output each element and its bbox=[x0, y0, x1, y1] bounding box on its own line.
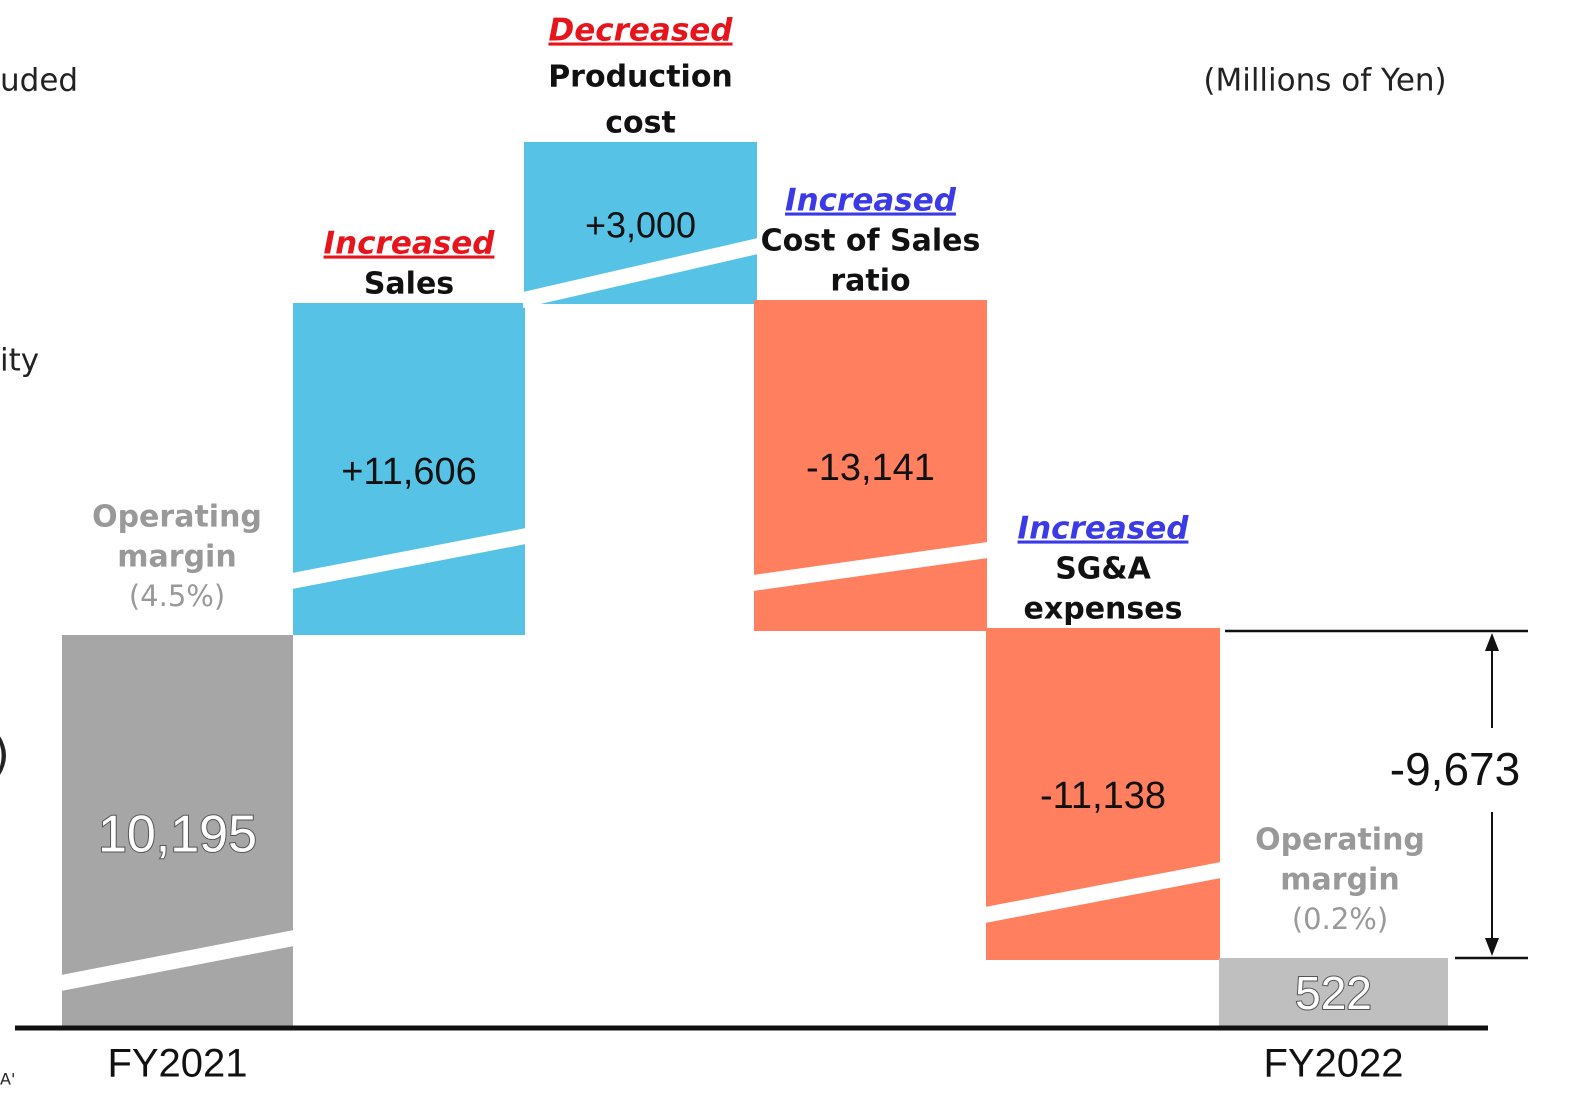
axis-break bbox=[753, 542, 988, 591]
side-text: ) bbox=[0, 728, 10, 782]
margin-rate: (4.5%) bbox=[129, 579, 225, 613]
x-tick-label: FY2021 bbox=[107, 1042, 247, 1086]
step-label: cost bbox=[605, 106, 676, 141]
value-label: +3,000 bbox=[585, 205, 696, 246]
side-text: uded bbox=[0, 63, 78, 99]
step-tag: Increased bbox=[785, 183, 957, 219]
value-label: -11,138 bbox=[1040, 775, 1166, 817]
axis-break bbox=[523, 238, 758, 308]
step-tag: Increased bbox=[324, 226, 496, 262]
step-tag: Decreased bbox=[548, 13, 733, 49]
axis-break bbox=[292, 528, 526, 589]
step-label: Cost of Sales bbox=[761, 224, 981, 259]
margin-rate: (0.2%) bbox=[1292, 902, 1388, 936]
side-text: ity bbox=[0, 343, 39, 379]
unit-label: (Millions of Yen) bbox=[1203, 63, 1446, 99]
arrow-head bbox=[1485, 938, 1499, 956]
step-label: Production bbox=[548, 60, 733, 95]
value-label: -13,141 bbox=[806, 447, 935, 489]
side-text: A' bbox=[0, 1070, 15, 1089]
axis-break bbox=[985, 862, 1221, 923]
step-label: Sales bbox=[364, 267, 454, 302]
difference-label: -9,673 bbox=[1390, 743, 1520, 795]
margin-label: Operating bbox=[92, 500, 262, 535]
step-label: ratio bbox=[830, 264, 910, 299]
value-label: +11,606 bbox=[341, 451, 477, 493]
value-label: 10,195 bbox=[98, 806, 257, 864]
step-label: SG&A bbox=[1055, 552, 1151, 587]
bar bbox=[1219, 958, 1448, 1026]
margin-label: margin bbox=[1280, 863, 1399, 898]
step-tag: Increased bbox=[1018, 511, 1190, 547]
arrow-head bbox=[1485, 633, 1499, 651]
margin-label: margin bbox=[117, 540, 236, 575]
margin-label: Operating bbox=[1255, 823, 1425, 858]
axis-break bbox=[61, 930, 294, 991]
step-label: expenses bbox=[1024, 592, 1183, 627]
value-label: 522 bbox=[1295, 967, 1372, 1019]
x-tick-label: FY2022 bbox=[1263, 1042, 1403, 1086]
